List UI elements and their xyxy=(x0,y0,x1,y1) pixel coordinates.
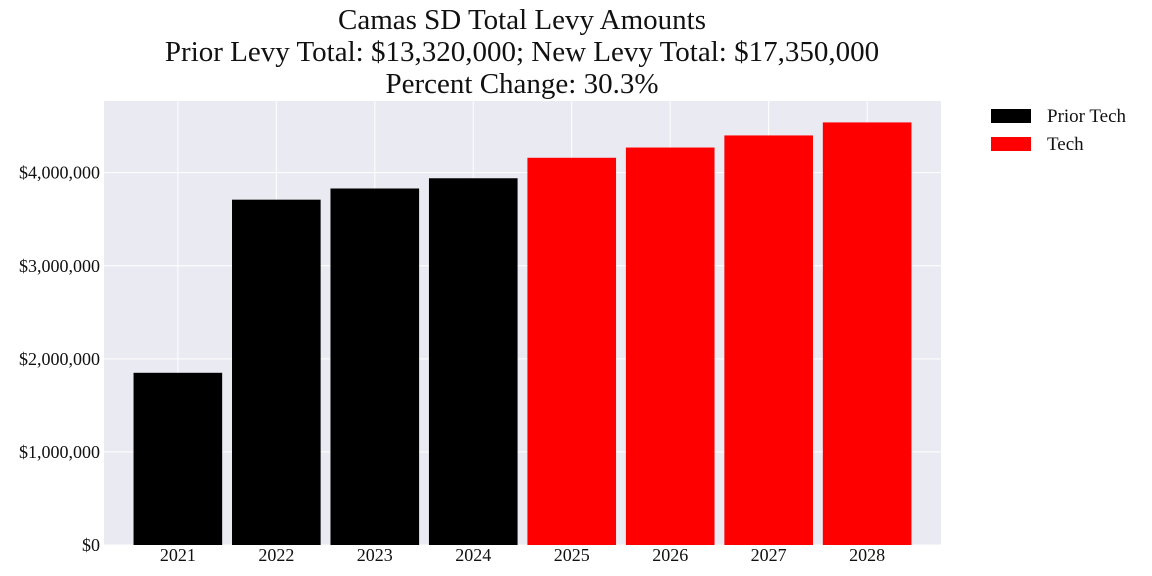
legend-label-prior-tech: Prior Tech xyxy=(1047,106,1127,127)
bar-prior-tech-2024 xyxy=(428,178,518,545)
bar-prior-tech-2023 xyxy=(330,188,420,545)
bar-prior-tech-2021 xyxy=(133,372,223,545)
x-tick-label: 2028 xyxy=(849,545,885,565)
bar-tech-2027 xyxy=(724,135,813,545)
chart-title: Camas SD Total Levy Amounts Prior Levy T… xyxy=(104,4,940,100)
legend-swatch-tech xyxy=(991,137,1031,151)
bar-prior-tech-2022 xyxy=(232,199,321,545)
x-tick-label: 2025 xyxy=(554,545,590,565)
chart-title-line-1: Camas SD Total Levy Amounts xyxy=(338,4,706,36)
y-tick-label: $1,000,000 xyxy=(19,442,100,462)
bar-tech-2025 xyxy=(527,157,617,545)
chart-title-line-2: Prior Levy Total: $13,320,000; New Levy … xyxy=(164,36,880,68)
x-tick-label: 2022 xyxy=(258,545,294,565)
y-tick-label: $2,000,000 xyxy=(19,349,100,369)
legend-label-tech: Tech xyxy=(1047,134,1084,155)
bar-tech-2026 xyxy=(625,147,715,545)
y-tick-label: $0 xyxy=(82,535,100,555)
x-tick-label: 2027 xyxy=(751,545,787,565)
chart-title-line-3: Percent Change: 30.3% xyxy=(385,68,659,100)
y-tick-label: $3,000,000 xyxy=(19,256,100,276)
plot-area xyxy=(104,101,941,545)
x-tick-label: 2026 xyxy=(652,545,688,565)
legend-swatch-prior-tech xyxy=(991,109,1031,123)
bar-tech-2028 xyxy=(822,122,912,545)
x-tick-label: 2023 xyxy=(357,545,393,565)
y-tick-label: $4,000,000 xyxy=(19,163,100,183)
x-tick-label: 2024 xyxy=(455,545,491,565)
x-tick-label: 2021 xyxy=(160,545,196,565)
